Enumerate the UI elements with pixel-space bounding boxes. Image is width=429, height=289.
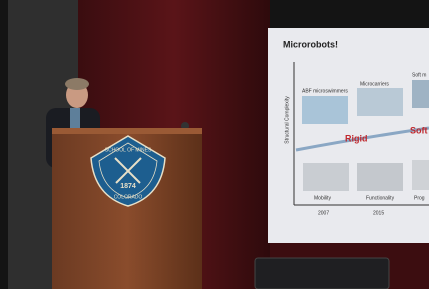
logo-bottom: COLORADO [114,194,143,200]
feature-label: Prog [414,195,425,201]
y-axis-label: Structural Complexity [284,96,290,144]
item-label: ABF microswimmers [302,88,348,94]
slide-title: Microrobots! [283,39,338,49]
group-label: Rigid [345,133,368,143]
year-label: 2007 [318,210,329,216]
feature-label: Mobility [314,195,331,201]
screen: Microrobots! Structural Complexity ABF m… [268,28,429,243]
logo-top: SCHOOL OF MINES [105,147,152,153]
page: SCHOOL OF MINES 1874 COLORADO Microrobot… [0,0,429,289]
photo: SCHOOL OF MINES 1874 COLORADO Microrobot… [0,0,429,289]
year-label: 2015 [373,210,384,216]
podium-top [52,128,202,134]
item-label: Soft m [412,72,426,78]
monitor [255,258,389,289]
item-label: Microcarriers [360,81,389,87]
logo-year: 1874 [120,183,136,190]
feature-label: Functionality [366,195,395,201]
group-label: Soft [410,125,428,135]
